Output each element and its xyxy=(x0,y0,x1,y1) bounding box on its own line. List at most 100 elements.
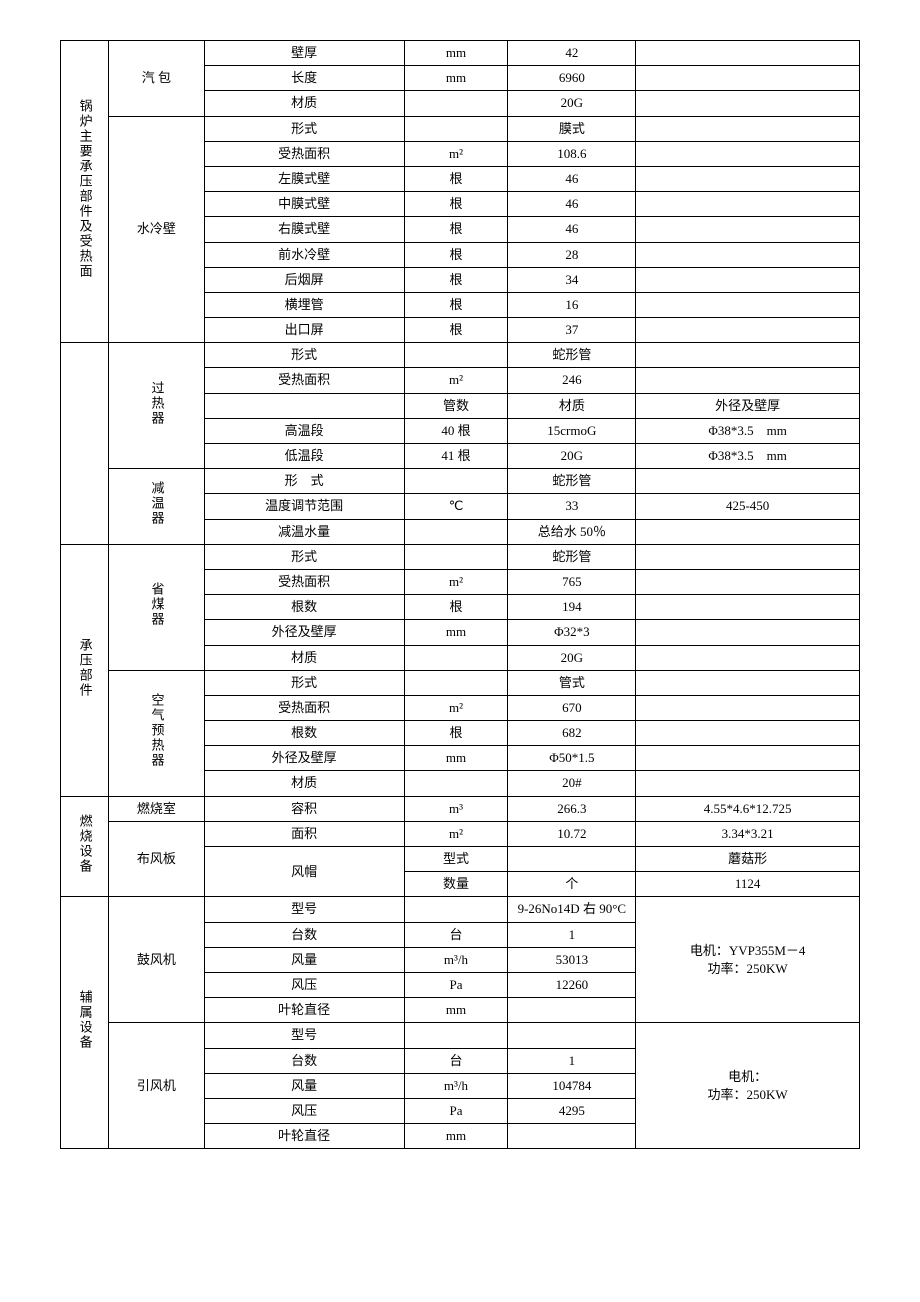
unit: 41 根 xyxy=(404,444,508,469)
note xyxy=(636,343,860,368)
unit: 台 xyxy=(404,922,508,947)
table-row: 过热器 形式蛇形管 xyxy=(61,343,860,368)
unit xyxy=(404,91,508,116)
param: 受热面积 xyxy=(204,141,404,166)
unit: 根 xyxy=(404,595,508,620)
unit: m³/h xyxy=(404,1073,508,1098)
note xyxy=(636,645,860,670)
unit: mm xyxy=(404,1124,508,1149)
param: 形式 xyxy=(204,544,404,569)
unit: 台 xyxy=(404,1048,508,1073)
note xyxy=(636,292,860,317)
param: 右膜式壁 xyxy=(204,217,404,242)
unit: mm xyxy=(404,998,508,1023)
unit: Pa xyxy=(404,972,508,997)
value: 765 xyxy=(508,569,636,594)
value: 194 xyxy=(508,595,636,620)
note xyxy=(636,544,860,569)
value: 246 xyxy=(508,368,636,393)
blower-motor-note: 电机：YVP355M－4 功率：250KW xyxy=(636,897,860,1023)
note: 外径及壁厚 xyxy=(636,393,860,418)
param: 后烟屏 xyxy=(204,267,404,292)
note: Φ38*3.5 mm xyxy=(636,444,860,469)
group-combustion-chamber: 燃烧室 xyxy=(108,796,204,821)
sub: 型式 xyxy=(404,847,508,872)
param: 左膜式壁 xyxy=(204,166,404,191)
unit: mm xyxy=(404,66,508,91)
value: 20# xyxy=(508,771,636,796)
note: 蘑菇形 xyxy=(636,847,860,872)
value: 9-26No14D 右 90°C xyxy=(508,897,636,922)
param: 材质 xyxy=(204,771,404,796)
value: 34 xyxy=(508,267,636,292)
note xyxy=(636,41,860,66)
section-boiler: 锅炉主要承压部件及受热面 xyxy=(61,41,109,343)
note xyxy=(636,318,860,343)
param: 高温段 xyxy=(204,418,404,443)
unit xyxy=(404,771,508,796)
value: 20G xyxy=(508,91,636,116)
value: 6960 xyxy=(508,66,636,91)
param: 低温段 xyxy=(204,444,404,469)
unit: 根 xyxy=(404,292,508,317)
induced-motor-note: 电机： 功率：250KW xyxy=(636,1023,860,1149)
value xyxy=(508,1124,636,1149)
param: 形 式 xyxy=(204,469,404,494)
param: 外径及壁厚 xyxy=(204,746,404,771)
group-induced: 引风机 xyxy=(108,1023,204,1149)
value: 42 xyxy=(508,41,636,66)
unit: 根 xyxy=(404,217,508,242)
param: 风压 xyxy=(204,972,404,997)
note xyxy=(636,91,860,116)
note xyxy=(636,242,860,267)
value: 总给水 50％ xyxy=(508,519,636,544)
unit: m² xyxy=(404,821,508,846)
param: 长度 xyxy=(204,66,404,91)
value: 蛇形管 xyxy=(508,469,636,494)
param: 受热面积 xyxy=(204,695,404,720)
unit: m² xyxy=(404,141,508,166)
note xyxy=(636,721,860,746)
note xyxy=(636,166,860,191)
param: 风量 xyxy=(204,1073,404,1098)
group-blower: 鼓风机 xyxy=(108,897,204,1023)
unit: 根 xyxy=(404,192,508,217)
note xyxy=(636,695,860,720)
value: Φ32*3 xyxy=(508,620,636,645)
value xyxy=(508,847,636,872)
unit: mm xyxy=(404,620,508,645)
unit: 根 xyxy=(404,166,508,191)
param xyxy=(204,393,404,418)
table-row: 引风机 型号 电机： 功率：250KW xyxy=(61,1023,860,1048)
note xyxy=(636,66,860,91)
table-row: 辅属设备 鼓风机 型号9-26No14D 右 90°C 电机：YVP355M－4… xyxy=(61,897,860,922)
unit xyxy=(404,116,508,141)
value: 53013 xyxy=(508,947,636,972)
param: 形式 xyxy=(204,116,404,141)
value: 104784 xyxy=(508,1073,636,1098)
param: 形式 xyxy=(204,670,404,695)
unit: 个 xyxy=(508,872,636,897)
value: 33 xyxy=(508,494,636,519)
value: 108.6 xyxy=(508,141,636,166)
param: 台数 xyxy=(204,922,404,947)
param: 风压 xyxy=(204,1098,404,1123)
unit xyxy=(404,670,508,695)
note xyxy=(636,569,860,594)
param: 面积 xyxy=(204,821,404,846)
value: 4295 xyxy=(508,1098,636,1123)
group-air-dist: 布风板 xyxy=(108,821,204,897)
note: 425-450 xyxy=(636,494,860,519)
value: 46 xyxy=(508,166,636,191)
group-air-preheater: 空气预热器 xyxy=(108,670,204,796)
value: 蛇形管 xyxy=(508,343,636,368)
param: 台数 xyxy=(204,1048,404,1073)
unit: ℃ xyxy=(404,494,508,519)
param: 根数 xyxy=(204,595,404,620)
unit: 根 xyxy=(404,318,508,343)
unit: m³/h xyxy=(404,947,508,972)
note xyxy=(636,469,860,494)
section-aux: 辅属设备 xyxy=(61,897,109,1149)
table-row: 减温器 形 式蛇形管 xyxy=(61,469,860,494)
table-row: 承压部件 省煤器 形式蛇形管 xyxy=(61,544,860,569)
